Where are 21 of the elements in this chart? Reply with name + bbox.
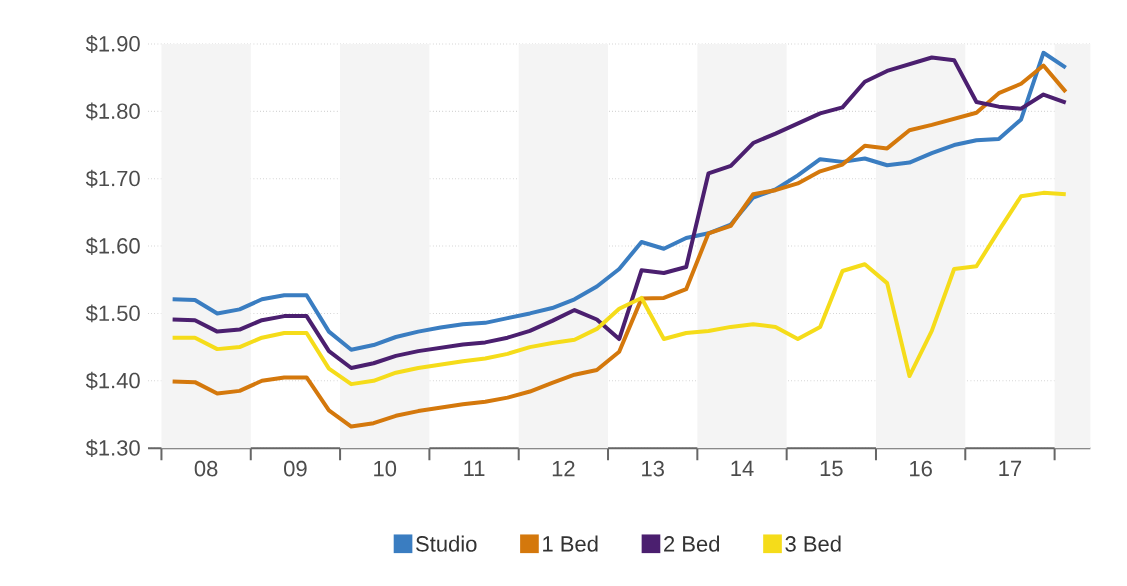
y-tick-label: $1.60 [85, 237, 140, 255]
x-tick-label: 16 [910, 460, 932, 477]
x-tick-label: 08 [194, 460, 218, 477]
legend-label: Studio [416, 535, 477, 552]
x-tick-label: 10 [374, 460, 397, 477]
y-tick-label: $1.90 [85, 35, 140, 53]
legend-label: 1 Bed [543, 535, 598, 552]
x-tick-label: 14 [731, 460, 754, 476]
y-tick-label: $1.30 [85, 439, 140, 457]
legend-label: 2 Bed [664, 535, 720, 552]
x-tick-label: 12 [552, 460, 575, 477]
y-tick-label: $1.40 [85, 371, 140, 390]
x-tick-label: 13 [642, 460, 664, 477]
y-tick-label: $1.50 [85, 304, 140, 323]
x-tick-label: 11 [464, 460, 485, 476]
x-tick-label: 09 [284, 460, 307, 477]
legend-label: 3 Bed [785, 535, 841, 552]
x-tick-label: 17 [999, 460, 1022, 476]
y-tick-label: $1.70 [85, 169, 140, 188]
y-tick-label: $1.80 [85, 102, 140, 121]
x-tick-label: 15 [820, 460, 843, 477]
